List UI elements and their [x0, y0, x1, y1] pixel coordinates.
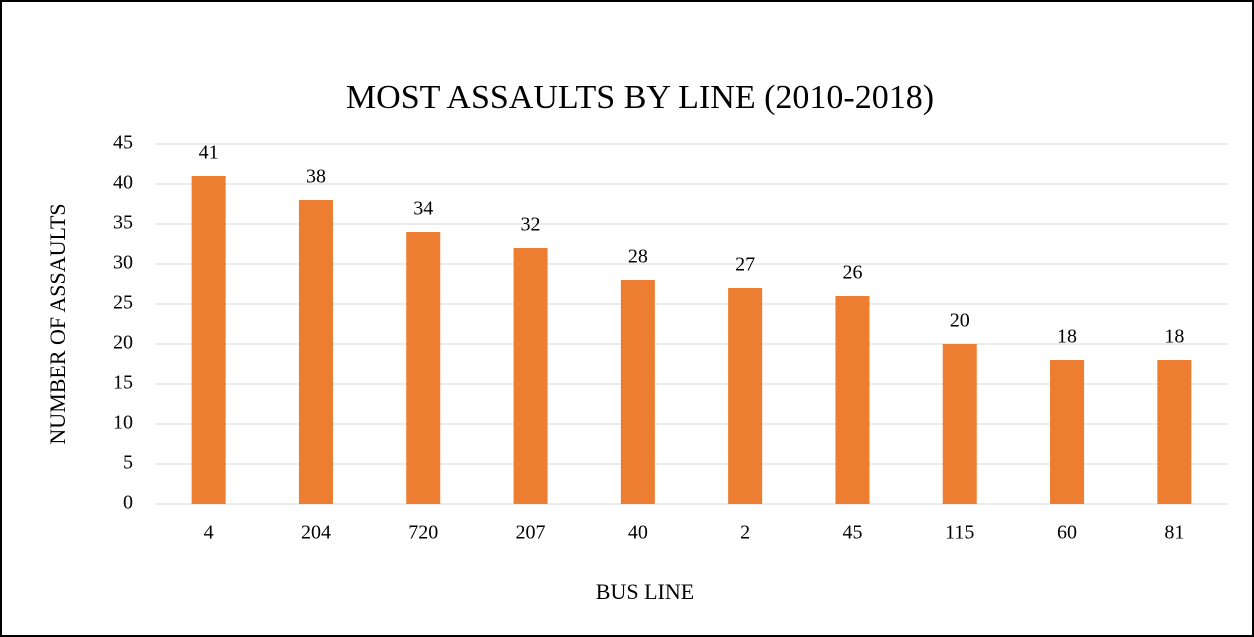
x-tick-label: 60: [1057, 522, 1077, 544]
bar: [835, 296, 870, 504]
bar: [942, 344, 977, 504]
data-label: 18: [1164, 326, 1184, 348]
y-tick-label: 10: [113, 412, 133, 434]
bar: [513, 248, 548, 504]
y-tick-label: 35: [113, 212, 133, 234]
bar: [191, 176, 226, 504]
data-label: 32: [521, 214, 541, 236]
x-tick-label: 40: [628, 522, 648, 544]
data-label: 27: [735, 254, 755, 276]
data-label: 41: [199, 142, 219, 164]
bar: [620, 280, 655, 504]
data-label: 28: [628, 246, 648, 268]
data-label: 20: [950, 310, 970, 332]
data-label: 26: [842, 262, 862, 284]
y-tick-label: 25: [113, 292, 133, 314]
data-label: 38: [306, 166, 326, 188]
x-tick-label: 207: [516, 522, 546, 544]
bar: [298, 200, 333, 504]
y-tick-label: 5: [123, 452, 133, 474]
y-tick-label: 45: [113, 132, 133, 154]
bar: [1050, 360, 1085, 504]
x-tick-label: 45: [842, 522, 862, 544]
x-tick-label: 720: [408, 522, 438, 544]
x-tick-label: 4: [204, 522, 214, 544]
y-tick-label: 0: [123, 492, 133, 514]
bar: [406, 232, 441, 504]
data-label: 18: [1057, 326, 1077, 348]
y-tick-label: 40: [113, 172, 133, 194]
x-tick-label: 204: [301, 522, 331, 544]
y-tick-label: 30: [113, 252, 133, 274]
bar: [728, 288, 763, 504]
y-tick-label: 15: [113, 372, 133, 394]
x-tick-label: 2: [740, 522, 750, 544]
data-label: 34: [413, 198, 433, 220]
chart-title: MOST ASSAULTS BY LINE (2010-2018): [346, 79, 934, 116]
bar: [1157, 360, 1192, 504]
y-axis-title: NUMBER OF ASSAULTS: [45, 203, 70, 444]
x-tick-label: 115: [945, 522, 974, 544]
y-tick-label: 20: [113, 332, 133, 354]
x-tick-label: 81: [1164, 522, 1184, 544]
x-axis-title: BUS LINE: [596, 579, 694, 604]
